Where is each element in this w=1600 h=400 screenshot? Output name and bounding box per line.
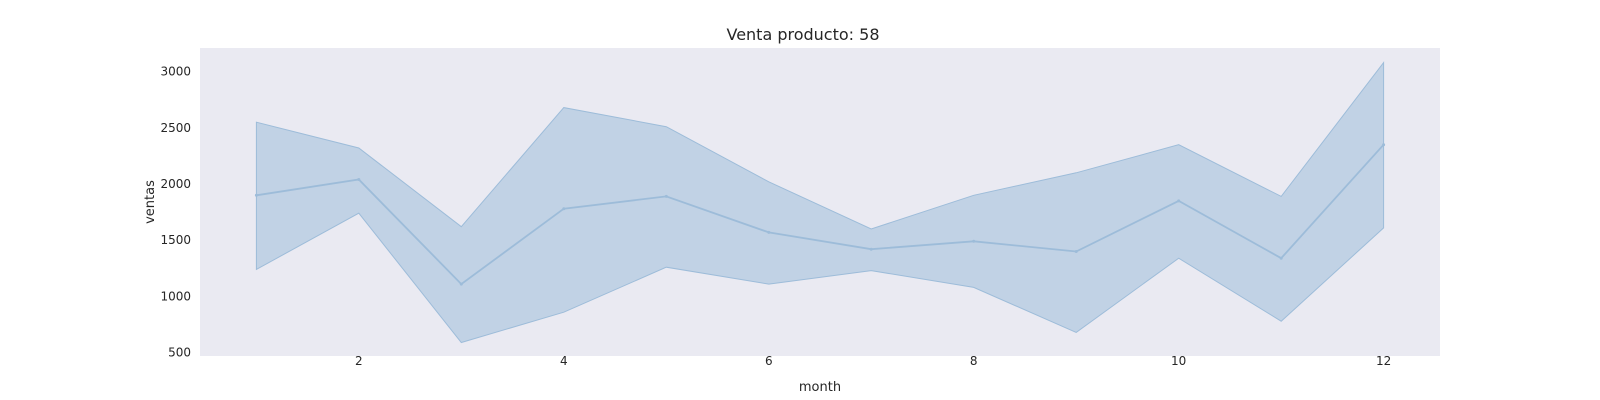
- series-line: [256, 144, 1385, 286]
- x-tick-label: 12: [1376, 354, 1391, 368]
- chart-title: Venta producto: 58: [726, 25, 879, 44]
- x-tick-label: 4: [560, 354, 568, 368]
- y-tick-label: 500: [168, 346, 191, 360]
- y-tick-label: 2000: [160, 177, 191, 191]
- data-point: [1074, 250, 1078, 253]
- x-axis-ticks: 2 4 6 8 10 12: [355, 354, 1391, 368]
- confidence-band: [255, 61, 1385, 344]
- y-tick-label: 1500: [160, 233, 191, 247]
- data-point: [972, 239, 976, 243]
- x-axis-label: month: [799, 380, 841, 395]
- y-tick-label: 2500: [160, 121, 191, 135]
- data-point: [869, 247, 873, 251]
- data-point: [1382, 143, 1386, 147]
- x-tick-label: 10: [1171, 354, 1186, 368]
- data-point: [1177, 199, 1181, 203]
- y-tick-label: 1000: [160, 289, 191, 303]
- confidence-bands: [255, 61, 1385, 344]
- data-point: [254, 193, 258, 197]
- data-point: [664, 194, 668, 198]
- x-tick-label: 6: [765, 354, 773, 368]
- x-tick-label: 8: [970, 354, 978, 368]
- x-tick-label: 2: [355, 354, 363, 368]
- data-point: [357, 178, 361, 181]
- data-point: [562, 207, 566, 211]
- series-lines: [254, 143, 1386, 286]
- data-point: [767, 230, 771, 234]
- data-point: [1279, 256, 1283, 260]
- y-tick-label: 3000: [160, 65, 191, 79]
- y-axis-ticks: 500 1000 1500 2000 2500 3000: [160, 65, 191, 360]
- y-axis-label: ventas: [143, 180, 158, 224]
- data-point: [459, 282, 463, 286]
